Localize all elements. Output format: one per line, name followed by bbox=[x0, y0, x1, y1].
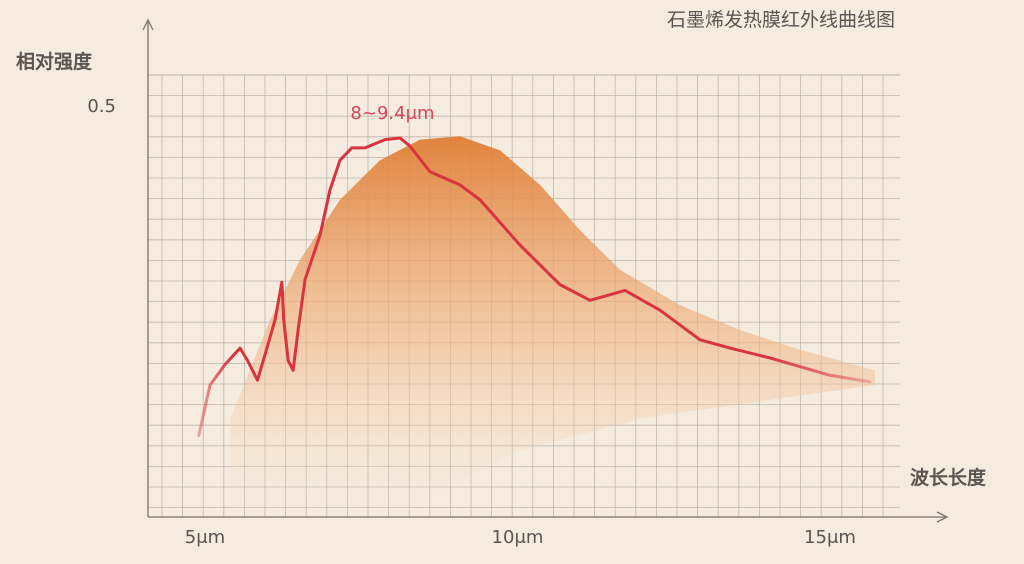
line-series bbox=[197, 136, 872, 437]
chart-title: 石墨烯发热膜红外线曲线图 bbox=[667, 9, 895, 31]
area-series bbox=[230, 136, 875, 517]
x-tick-label: 5μm bbox=[185, 527, 225, 548]
peak-annotation: 8~9.4μm bbox=[350, 103, 434, 124]
x-tick-label: 15μm bbox=[804, 527, 856, 548]
y-axis-arrow bbox=[142, 18, 154, 31]
y-tick-label: 0.5 bbox=[87, 96, 116, 117]
y-axis-label: 相对强度 bbox=[16, 50, 93, 73]
series-layer bbox=[197, 136, 875, 517]
x-axis-label: 波长长度 bbox=[910, 466, 987, 489]
x-tick-label: 10μm bbox=[492, 527, 544, 548]
x-axis-arrow bbox=[936, 511, 949, 523]
